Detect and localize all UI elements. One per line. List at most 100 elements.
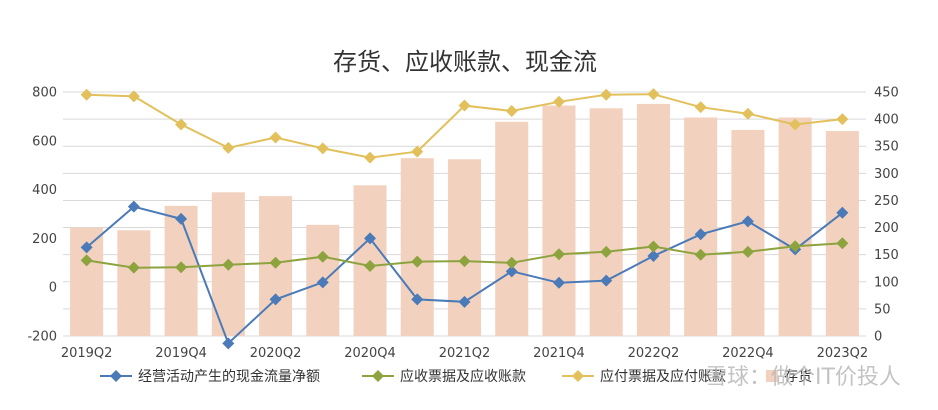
series-point-2 bbox=[600, 245, 613, 258]
y-right-tick-label: 50 bbox=[874, 302, 891, 317]
series-point-1 bbox=[505, 265, 518, 278]
bar-inventory bbox=[589, 108, 623, 337]
series-point-2 bbox=[458, 255, 471, 268]
series-point-1 bbox=[694, 228, 707, 241]
bar-inventory bbox=[400, 158, 434, 336]
legend-swatch-marker bbox=[372, 370, 384, 382]
series-point-3 bbox=[647, 88, 660, 101]
x-tick-label: 2021Q4 bbox=[533, 346, 585, 361]
series-point-1 bbox=[316, 276, 329, 289]
bar-inventory bbox=[684, 117, 718, 337]
series-point-1 bbox=[222, 337, 235, 350]
y-right-tick-label: 250 bbox=[874, 194, 899, 209]
series-point-2 bbox=[80, 254, 93, 267]
series-point-1 bbox=[127, 200, 140, 213]
series-point-1 bbox=[175, 212, 188, 225]
series-point-1 bbox=[364, 232, 377, 245]
series-point-1 bbox=[600, 274, 613, 287]
bar-inventory bbox=[731, 129, 765, 336]
y-right-tick-label: 350 bbox=[874, 140, 899, 155]
series-point-2 bbox=[364, 259, 377, 272]
series-point-3 bbox=[505, 104, 518, 117]
series-point-3 bbox=[364, 151, 377, 164]
legend-label: 经营活动产生的现金流量净额 bbox=[138, 369, 320, 385]
watermark: 雪球：做个IT价投人 bbox=[705, 365, 901, 390]
legend-label: 存货 bbox=[784, 368, 812, 385]
y-right-tick-label: 0 bbox=[874, 330, 882, 345]
series-point-3 bbox=[600, 88, 613, 101]
legend-label: 应付票据及应付账款 bbox=[600, 368, 726, 385]
series-point-3 bbox=[836, 113, 849, 126]
series-point-1 bbox=[458, 295, 471, 308]
bar-inventory bbox=[636, 103, 670, 336]
series-point-3 bbox=[269, 131, 282, 144]
x-tick-label: 2022Q2 bbox=[628, 346, 680, 361]
bar-inventory bbox=[778, 117, 812, 337]
series-point-1 bbox=[80, 241, 93, 254]
series-point-2 bbox=[316, 250, 329, 263]
legend-swatch-bar bbox=[766, 370, 778, 382]
series-point-3 bbox=[741, 107, 754, 120]
lines-group bbox=[80, 88, 849, 350]
series-point-3 bbox=[552, 95, 565, 108]
x-axis-ticks: 2019Q2 2019Q4 2020Q2 2020Q4 2021Q2 2021Q4 2022… bbox=[61, 346, 868, 361]
y-left-tick-label: 400 bbox=[32, 183, 57, 198]
chart-title: 存货、应收账款、现金流 bbox=[333, 48, 597, 76]
legend-swatch-marker bbox=[572, 370, 584, 382]
series-point-2 bbox=[789, 240, 802, 253]
left-axis-ticks: 800 600 400 200 0 -200 bbox=[27, 86, 57, 345]
x-tick-label: 2020Q2 bbox=[250, 346, 302, 361]
y-left-tick-label: 800 bbox=[32, 86, 57, 101]
series-point-2 bbox=[127, 261, 140, 274]
bar-inventory bbox=[542, 105, 576, 336]
series-point-3 bbox=[316, 142, 329, 155]
y-left-tick-label: -200 bbox=[27, 330, 57, 345]
x-tick-label: 2021Q2 bbox=[439, 346, 491, 361]
y-right-tick-label: 100 bbox=[874, 275, 899, 290]
x-tick-label: 2020Q4 bbox=[344, 346, 396, 361]
y-left-tick-label: 0 bbox=[49, 281, 57, 296]
series-point-2 bbox=[836, 237, 849, 250]
series-point-1 bbox=[741, 215, 754, 228]
y-right-tick-label: 300 bbox=[874, 167, 899, 182]
x-tick-label: 2019Q4 bbox=[155, 346, 207, 361]
series-point-1 bbox=[269, 293, 282, 306]
series-point-2 bbox=[647, 240, 660, 253]
y-right-tick-label: 450 bbox=[874, 86, 899, 101]
series-point-3 bbox=[411, 145, 424, 158]
series-point-3 bbox=[80, 88, 93, 101]
series-point-2 bbox=[222, 258, 235, 271]
y-right-tick-label: 150 bbox=[874, 248, 899, 263]
legend-label: 应收票据及应收账款 bbox=[400, 368, 526, 385]
bar-inventory bbox=[447, 159, 482, 336]
series-point-2 bbox=[175, 261, 188, 274]
series-point-2 bbox=[552, 248, 565, 261]
series-point-1 bbox=[411, 293, 424, 306]
series-point-3 bbox=[175, 118, 188, 131]
y-left-tick-label: 200 bbox=[32, 232, 57, 247]
series-point-1 bbox=[552, 276, 565, 289]
series-point-3 bbox=[694, 101, 707, 114]
x-tick-label: 2019Q2 bbox=[61, 346, 113, 361]
right-axis-ticks: 450 400 350 300 250 200 150 100 50 0 bbox=[874, 86, 899, 345]
series-point-2 bbox=[741, 245, 754, 258]
series-point-1 bbox=[647, 249, 660, 262]
x-tick-label: 2022Q4 bbox=[722, 346, 774, 361]
series-point-2 bbox=[505, 256, 518, 269]
series-point-3 bbox=[789, 118, 802, 131]
bar-inventory bbox=[825, 131, 859, 336]
series-point-3 bbox=[222, 141, 235, 154]
legend-swatch-marker bbox=[110, 370, 122, 382]
bar-inventory bbox=[117, 230, 151, 336]
series-point-2 bbox=[694, 248, 707, 261]
series-point-3 bbox=[458, 99, 471, 112]
series-point-1 bbox=[836, 206, 849, 219]
y-right-tick-label: 200 bbox=[874, 221, 899, 236]
y-right-tick-label: 400 bbox=[874, 113, 899, 128]
legend: 经营活动产生的现金流量净额 应收票据及应收账款 应付票据及应付账款 存货 bbox=[100, 368, 812, 385]
series-point-2 bbox=[411, 255, 424, 268]
bar-inventory bbox=[495, 121, 529, 336]
series-point-3 bbox=[127, 90, 140, 103]
series-point-2 bbox=[269, 256, 282, 269]
